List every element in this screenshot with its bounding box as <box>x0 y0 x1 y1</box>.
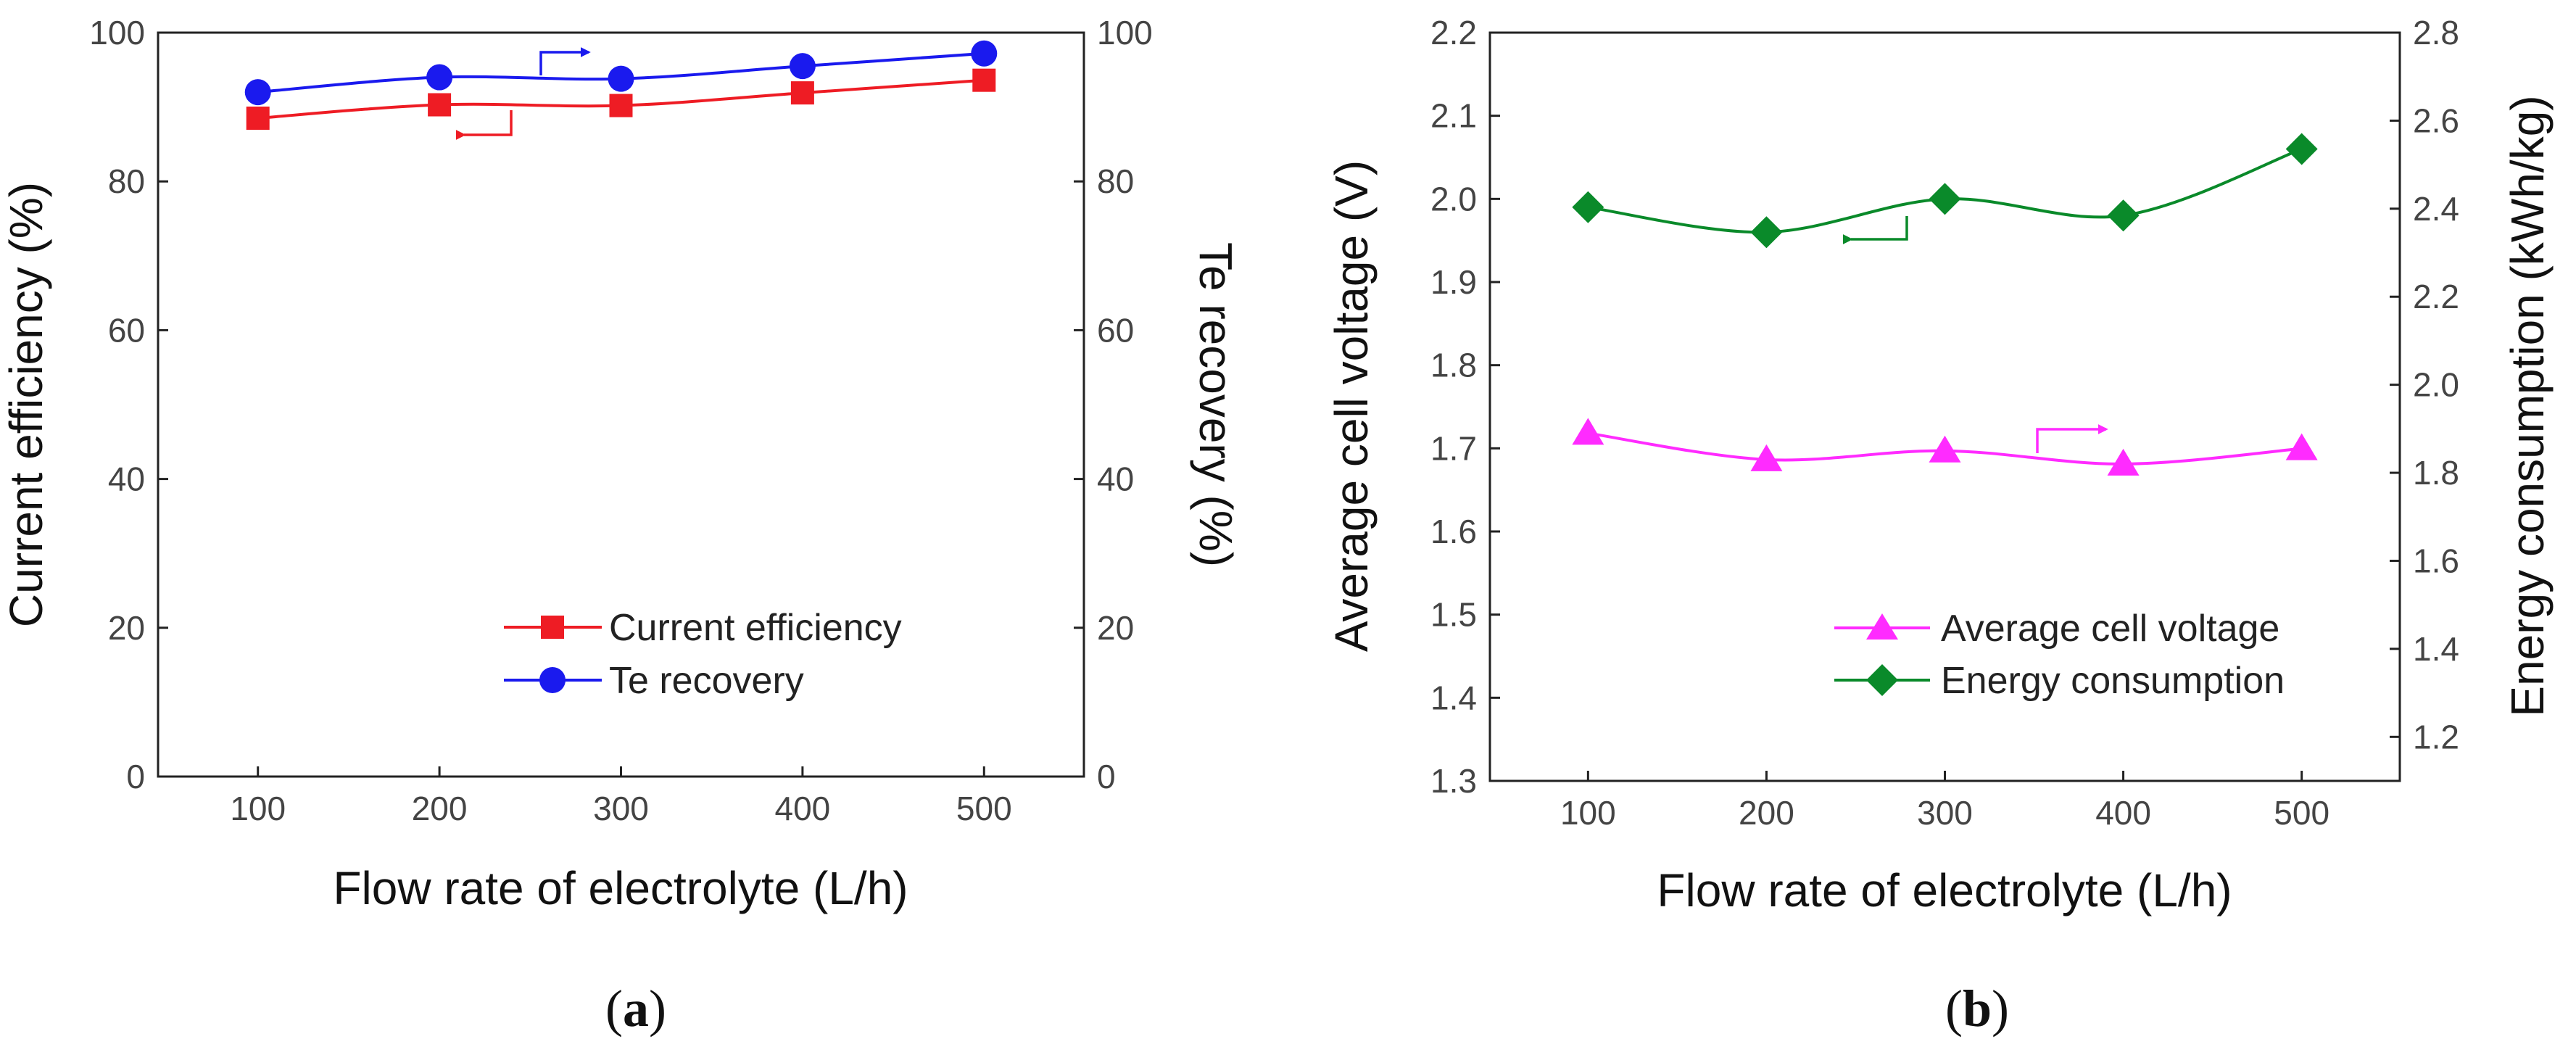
arrow-icon <box>455 110 513 140</box>
y-tick-label-left: 2.2 <box>1430 14 1477 51</box>
y-tick-label-right: 1.6 <box>2413 542 2459 579</box>
y-axis-label-left: Average cell voltage (V) <box>1325 160 1378 652</box>
y-tick-label-left: 2.1 <box>1430 97 1477 135</box>
legend-entry: Energy consumption <box>1834 660 2285 702</box>
data-point-square <box>609 94 633 117</box>
y-tick-label-left: 40 <box>108 460 145 498</box>
legend-marker-square <box>541 616 564 639</box>
data-point-triangle <box>2107 448 2140 476</box>
y-tick-label-right: 80 <box>1097 162 1134 200</box>
legend: Current efficiency Te recovery <box>504 607 902 702</box>
data-point-triangle <box>1572 418 1604 445</box>
data-point-diamond <box>1572 191 1604 223</box>
y-tick-label-left: 1.4 <box>1430 679 1477 716</box>
data-point-triangle <box>2285 433 2318 460</box>
x-tick-label: 300 <box>1917 794 1973 832</box>
x-axis-label: Flow rate of electrolyte (L/h) <box>333 862 908 914</box>
data-point-diamond <box>1929 183 1961 215</box>
data-point-square <box>246 106 270 130</box>
series-layer <box>244 40 998 130</box>
data-point-square <box>790 81 814 105</box>
legend-entry: Te recovery <box>504 660 804 702</box>
x-tick-label: 100 <box>230 790 286 827</box>
y-tick-label-left: 1.6 <box>1430 513 1477 550</box>
legend-entry: Average cell voltage <box>1834 608 2279 650</box>
data-point-circle <box>426 64 453 91</box>
data-point-circle <box>608 65 634 92</box>
x-tick-label: 400 <box>2095 794 2151 832</box>
data-point-square <box>972 68 996 92</box>
y-axis-label-right: Energy consumption (kWh/kg) <box>2501 95 2554 716</box>
legend: Average cell voltage Energy consumption <box>1834 608 2285 702</box>
x-tick-label: 200 <box>412 790 468 827</box>
chart-panel-a: 100 200 300 400 500 0 20 40 60 80 100 0 20 40 60 80100 … <box>0 14 1242 914</box>
y-tick-label-left: 1.8 <box>1430 347 1477 384</box>
legend-marker-triangle <box>1866 613 1898 640</box>
arrow-icon <box>539 47 591 75</box>
y-tick-label-left: 100 <box>89 14 145 51</box>
arrow-icon <box>1842 216 1908 244</box>
data-point-circle <box>789 53 816 80</box>
data-point-square <box>428 93 452 117</box>
y-axis-label-right: Te recovery (%) <box>1190 242 1242 567</box>
data-point-diamond <box>1750 216 1783 249</box>
y-tick-label-left: 60 <box>108 311 145 349</box>
axis-ticks: 100 200 300 400 500 0 20 40 60 80 100 0 20 40 60 80 100 <box>89 14 1153 827</box>
y-tick-label-left: 80 <box>108 162 145 200</box>
y-tick-label-right: 1.2 <box>2413 718 2459 756</box>
x-tick-label: 200 <box>1739 794 1794 832</box>
y-tick-label-right: 2.0 <box>2413 366 2459 404</box>
x-axis-label: Flow rate of electrolyte (L/h) <box>1657 864 2232 916</box>
y-tick-label-right: 1.4 <box>2413 630 2459 668</box>
y-tick-label-left: 20 <box>108 609 145 647</box>
x-tick-label: 300 <box>593 790 649 827</box>
x-tick-label: 100 <box>1560 794 1616 832</box>
y-tick-label-left: 1.9 <box>1430 263 1477 301</box>
x-tick-label: 400 <box>775 790 831 827</box>
y-tick-label-right: 20 <box>1097 609 1134 647</box>
chart-panel-b: 100 200 300 400 500 1.3 1.4 1.5 1.6 1.7 1.8 1.9 2.0 2… <box>1325 14 2554 916</box>
y-tick-label-right: 2.2 <box>2413 278 2459 315</box>
arrow-icon <box>2036 424 2108 453</box>
panel-label-b: (b) <box>1945 980 2010 1038</box>
x-tick-label: 500 <box>956 790 1012 827</box>
axis-ticks: 100 200 300 400 500 1.3 1.4 1.5 1.6 1.7 1.8 1.9 2.0 2… <box>1430 14 2459 832</box>
y-tick-label-left: 1.3 <box>1430 762 1477 800</box>
legend-label: Te recovery <box>609 660 804 702</box>
data-point-diamond <box>2285 133 2318 165</box>
data-point-circle <box>244 79 271 106</box>
y-tick-label-right: 2.8 <box>2413 14 2459 51</box>
legend-marker-diamond <box>1866 664 1898 696</box>
y-tick-label-right: 2.4 <box>2413 190 2459 228</box>
legend-marker-circle <box>539 667 566 693</box>
data-point-triangle <box>1750 444 1783 471</box>
y-tick-label-left: 1.5 <box>1430 596 1477 634</box>
series-layer <box>1572 133 2318 476</box>
data-point-diamond <box>2107 199 2140 232</box>
x-tick-label: 500 <box>2274 794 2329 832</box>
data-point-circle <box>971 40 998 67</box>
y-tick-label-right: 1.8 <box>2413 454 2459 492</box>
y-tick-label-left: 1.7 <box>1430 429 1477 467</box>
y-tick-label-left: 0 <box>126 758 145 795</box>
y-tick-label-right: 100 <box>1097 14 1153 51</box>
legend-label: Current efficiency <box>609 607 902 649</box>
y-tick-label-left: 2.0 <box>1430 180 1477 218</box>
y-tick-label-right: 2.6 <box>2413 102 2459 139</box>
y-axis-label-left: Current efficiency (%) <box>0 182 52 627</box>
y-tick-label-right: 60 <box>1097 311 1134 349</box>
legend-entry: Current efficiency <box>504 607 902 649</box>
panel-label-a: (a) <box>605 980 666 1038</box>
y-tick-label-right: 40 <box>1097 460 1134 498</box>
y-tick-label-right: 0 <box>1097 758 1116 795</box>
data-point-triangle <box>1929 435 1961 463</box>
legend-label: Energy consumption <box>1941 660 2285 702</box>
legend-label: Average cell voltage <box>1941 608 2279 650</box>
